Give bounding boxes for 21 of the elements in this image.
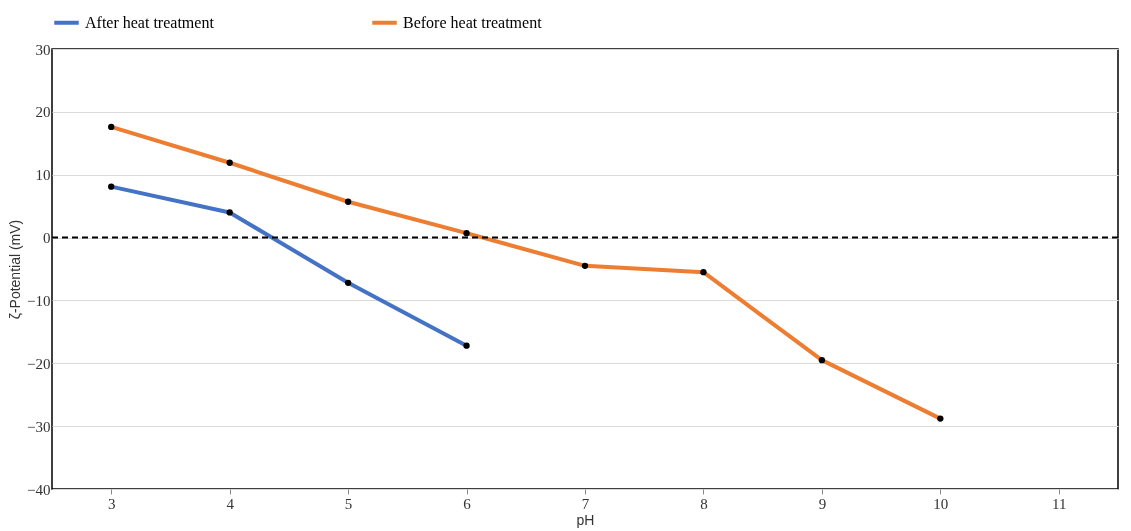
x-tick-label: 7: [581, 495, 590, 512]
y-tick-label: −20: [27, 355, 51, 372]
y-tick-label: −10: [27, 292, 51, 309]
x-tick-label: 8: [700, 495, 708, 512]
legend-label: Before heat treatment: [403, 13, 543, 31]
y-tick-label: 20: [35, 104, 51, 121]
y-tick-label: 0: [43, 230, 51, 247]
x-axis-title: pH: [576, 511, 595, 528]
y-tick-label: 30: [35, 41, 51, 58]
y-tick-label: −30: [27, 418, 51, 435]
y-tick-label: −40: [27, 481, 51, 498]
x-tick-label: 3: [107, 495, 116, 512]
x-tick-label: 6: [463, 495, 472, 512]
x-tick-label: 11: [1052, 495, 1067, 512]
y-tick-label: 10: [35, 167, 51, 184]
x-tick-label: 5: [344, 495, 353, 512]
x-tick-label: 4: [226, 495, 235, 512]
y-axis-title: ζ-Potential (mV): [7, 219, 24, 320]
x-tick-label: 9: [818, 495, 827, 512]
x-tick-label: 10: [933, 495, 949, 512]
legend-label: After heat treatment: [85, 13, 215, 31]
